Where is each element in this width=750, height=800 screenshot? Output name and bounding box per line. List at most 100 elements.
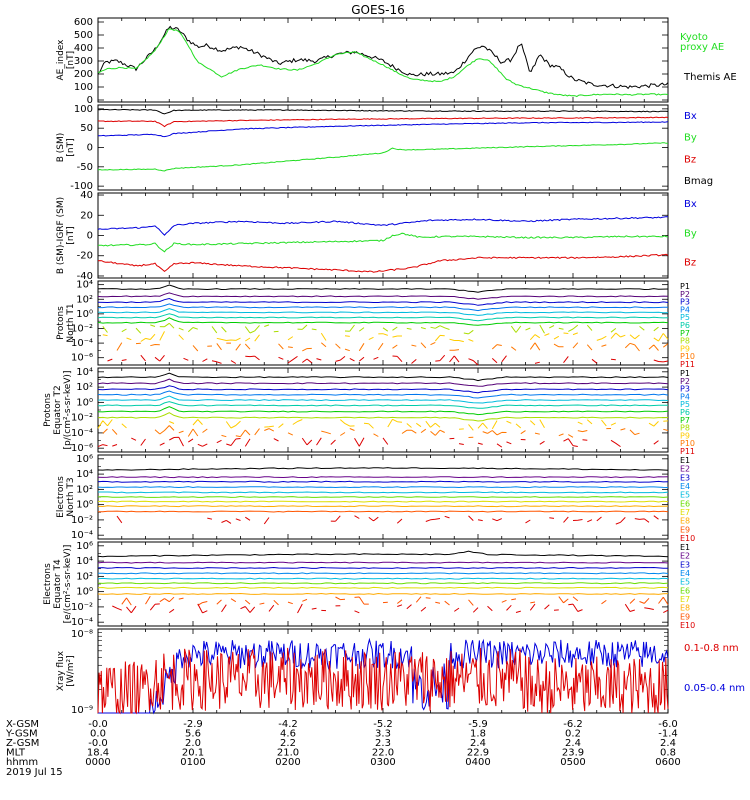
y-tick-label: -40: [77, 271, 93, 282]
p_t2-channel-1: [97, 372, 669, 382]
y-tick-label: 10⁴: [76, 280, 93, 291]
xray-panel: 10⁻⁸ 10⁻⁹ Xray flux [W/m²] 0.1-0.8 nm 0.05-0.…: [56, 628, 745, 716]
x-row-value: 3.3: [375, 729, 391, 740]
xray-series-long: [97, 647, 669, 715]
x-row-value: 0600: [655, 757, 680, 768]
b-series-bx: [98, 121, 669, 138]
e_t4-legend-e7: E7: [680, 595, 690, 604]
p_t2-channel-5: [97, 395, 669, 404]
p_t1-legend-p2: P2: [680, 290, 690, 299]
y-tick-label: 200: [74, 69, 93, 80]
p_t1-legend-p5: P5: [680, 313, 690, 322]
y-tick-label: 10⁻²: [71, 515, 93, 526]
e_t4-legend-e10: E10: [680, 621, 695, 630]
e_t4-channel-5: [97, 577, 669, 580]
x-row-value: 2.3: [375, 738, 391, 749]
b-legend: Bx By Bz Bmag: [684, 111, 713, 187]
y-tick-label: 600: [74, 17, 93, 28]
x-row-value: 18.4: [87, 748, 109, 759]
p_t2-legend-p8: P8: [680, 424, 690, 433]
y-tick-label: 40: [80, 190, 93, 201]
p_t1-channel-1: [97, 284, 669, 293]
y-tick-label: 20: [80, 210, 93, 221]
e_t3-channel-2: [97, 476, 669, 479]
y-tick-label: 10⁻⁶: [71, 443, 93, 454]
b-series-bz: [97, 116, 669, 128]
bdiff-legend-bx: Bx: [684, 199, 697, 210]
p_t2-legend-p10: P10: [680, 439, 695, 448]
bdiff-panel: -40 -20 0 20 40 B (SM)-IGRF (SM) [nT] Bx By Bz: [56, 190, 697, 282]
y-tick-label: 100: [74, 104, 93, 115]
y-tick-label: 300: [74, 56, 93, 67]
p_t1-channel-3: [97, 297, 669, 306]
p_t1-channel-6: [97, 313, 669, 322]
x-row-value: 22.0: [372, 748, 394, 759]
e_t3-legend-e7: E7: [680, 508, 690, 517]
e_t3-legend-e1: E1: [680, 456, 690, 465]
x-row-label-x-gsm: X-GSM: [6, 719, 39, 730]
p_t2-channel-6: [97, 401, 668, 409]
x-row-value: -6.0: [658, 719, 678, 730]
e_t4-legend-e8: E8: [680, 604, 690, 613]
p_t2-channel-11: [97, 436, 659, 448]
e_t3-legend-e6: E6: [680, 499, 690, 508]
e_t4-legend-e6: E6: [680, 586, 690, 595]
y-tick-label: 10⁴: [76, 469, 93, 480]
y-tick-label: 400: [74, 43, 93, 54]
p_t1-channel-8: [102, 322, 659, 335]
p_t1-legend-p11: P11: [680, 360, 695, 369]
x-row-value: 1.8: [470, 729, 486, 740]
p_t2-channel-4: [97, 390, 669, 399]
e_t4-channel-7: [97, 586, 669, 589]
xray-legend: 0.1-0.8 nm 0.05-0.4 nm: [684, 643, 745, 694]
e_t4-panel: 10⁶ 10⁴ 10² 10⁰ 10⁻² 10⁻⁴ Electrons Equator T4[…: [43, 541, 695, 630]
x-row-label-y-gsm: Y-GSM: [5, 729, 38, 740]
y-tick-label: 10⁻⁹: [71, 705, 93, 716]
y-tick-label: 10⁻²: [71, 323, 93, 334]
x-row-value: 0.0: [90, 729, 106, 740]
ae-legend-themis: Themis AE: [683, 72, 737, 83]
e_t3-legend-e4: E4: [680, 482, 690, 491]
y-tick-label: 10⁰: [76, 309, 93, 320]
p_t2-channel-2: [97, 378, 669, 387]
x-row-value: 2.2: [280, 738, 296, 749]
y-tick-label: 10⁻⁸: [71, 629, 93, 640]
e_t3-channel-5: [98, 491, 669, 494]
e_t3-legend-e8: E8: [680, 517, 690, 526]
x-row-value: -1.4: [658, 729, 678, 740]
b-series-bmag: [97, 108, 669, 115]
x-row-value: 0500: [560, 757, 585, 768]
xray-legend-long: 0.1-0.8 nm: [684, 643, 739, 654]
panel-frame: [97, 104, 669, 191]
x-row-value: 0400: [465, 757, 490, 768]
p_t2-channel-8: [97, 412, 669, 422]
p_t1-panel: 10⁴ 10² 10⁰ 10⁻² 10⁻⁴ 10⁻⁶ Protons North T1 P1P2…: [56, 280, 695, 369]
y-tick-label: 10⁻⁴: [71, 530, 93, 541]
y-tick-label: 10⁻²: [71, 602, 93, 613]
ae-series-0: [97, 25, 669, 90]
b-legend-bmag: Bmag: [684, 176, 713, 187]
b-series-by: [97, 142, 669, 172]
xray-ylabel-1: [W/m²]: [66, 655, 76, 686]
x-row-label-z-gsm: Z-GSM: [6, 738, 39, 749]
y-tick-label: 10⁰: [76, 500, 93, 511]
p_t1-legend-p3: P3: [680, 298, 690, 307]
p_t2-channel-7: [97, 406, 669, 416]
p_t1-legend-p10: P10: [680, 352, 695, 361]
ae-legend-proxy: proxy AE: [680, 42, 724, 53]
ae-ylabel-0: AE_index: [56, 39, 66, 81]
y-tick-label: 10⁻⁴: [71, 338, 93, 349]
x-row-value: 0000: [85, 757, 110, 768]
x-row-value: 0100: [180, 757, 205, 768]
y-tick-label: 500: [74, 30, 93, 41]
y-tick-label: 10⁻⁴: [71, 428, 93, 439]
y-tick-label: 10²: [76, 484, 93, 495]
p_t1-legend-p4: P4: [680, 305, 690, 314]
p_t1-legend-p1: P1: [680, 282, 690, 291]
e_t3-channel-7: [97, 500, 669, 503]
xray-legend-short: 0.05-0.4 nm: [684, 683, 745, 694]
